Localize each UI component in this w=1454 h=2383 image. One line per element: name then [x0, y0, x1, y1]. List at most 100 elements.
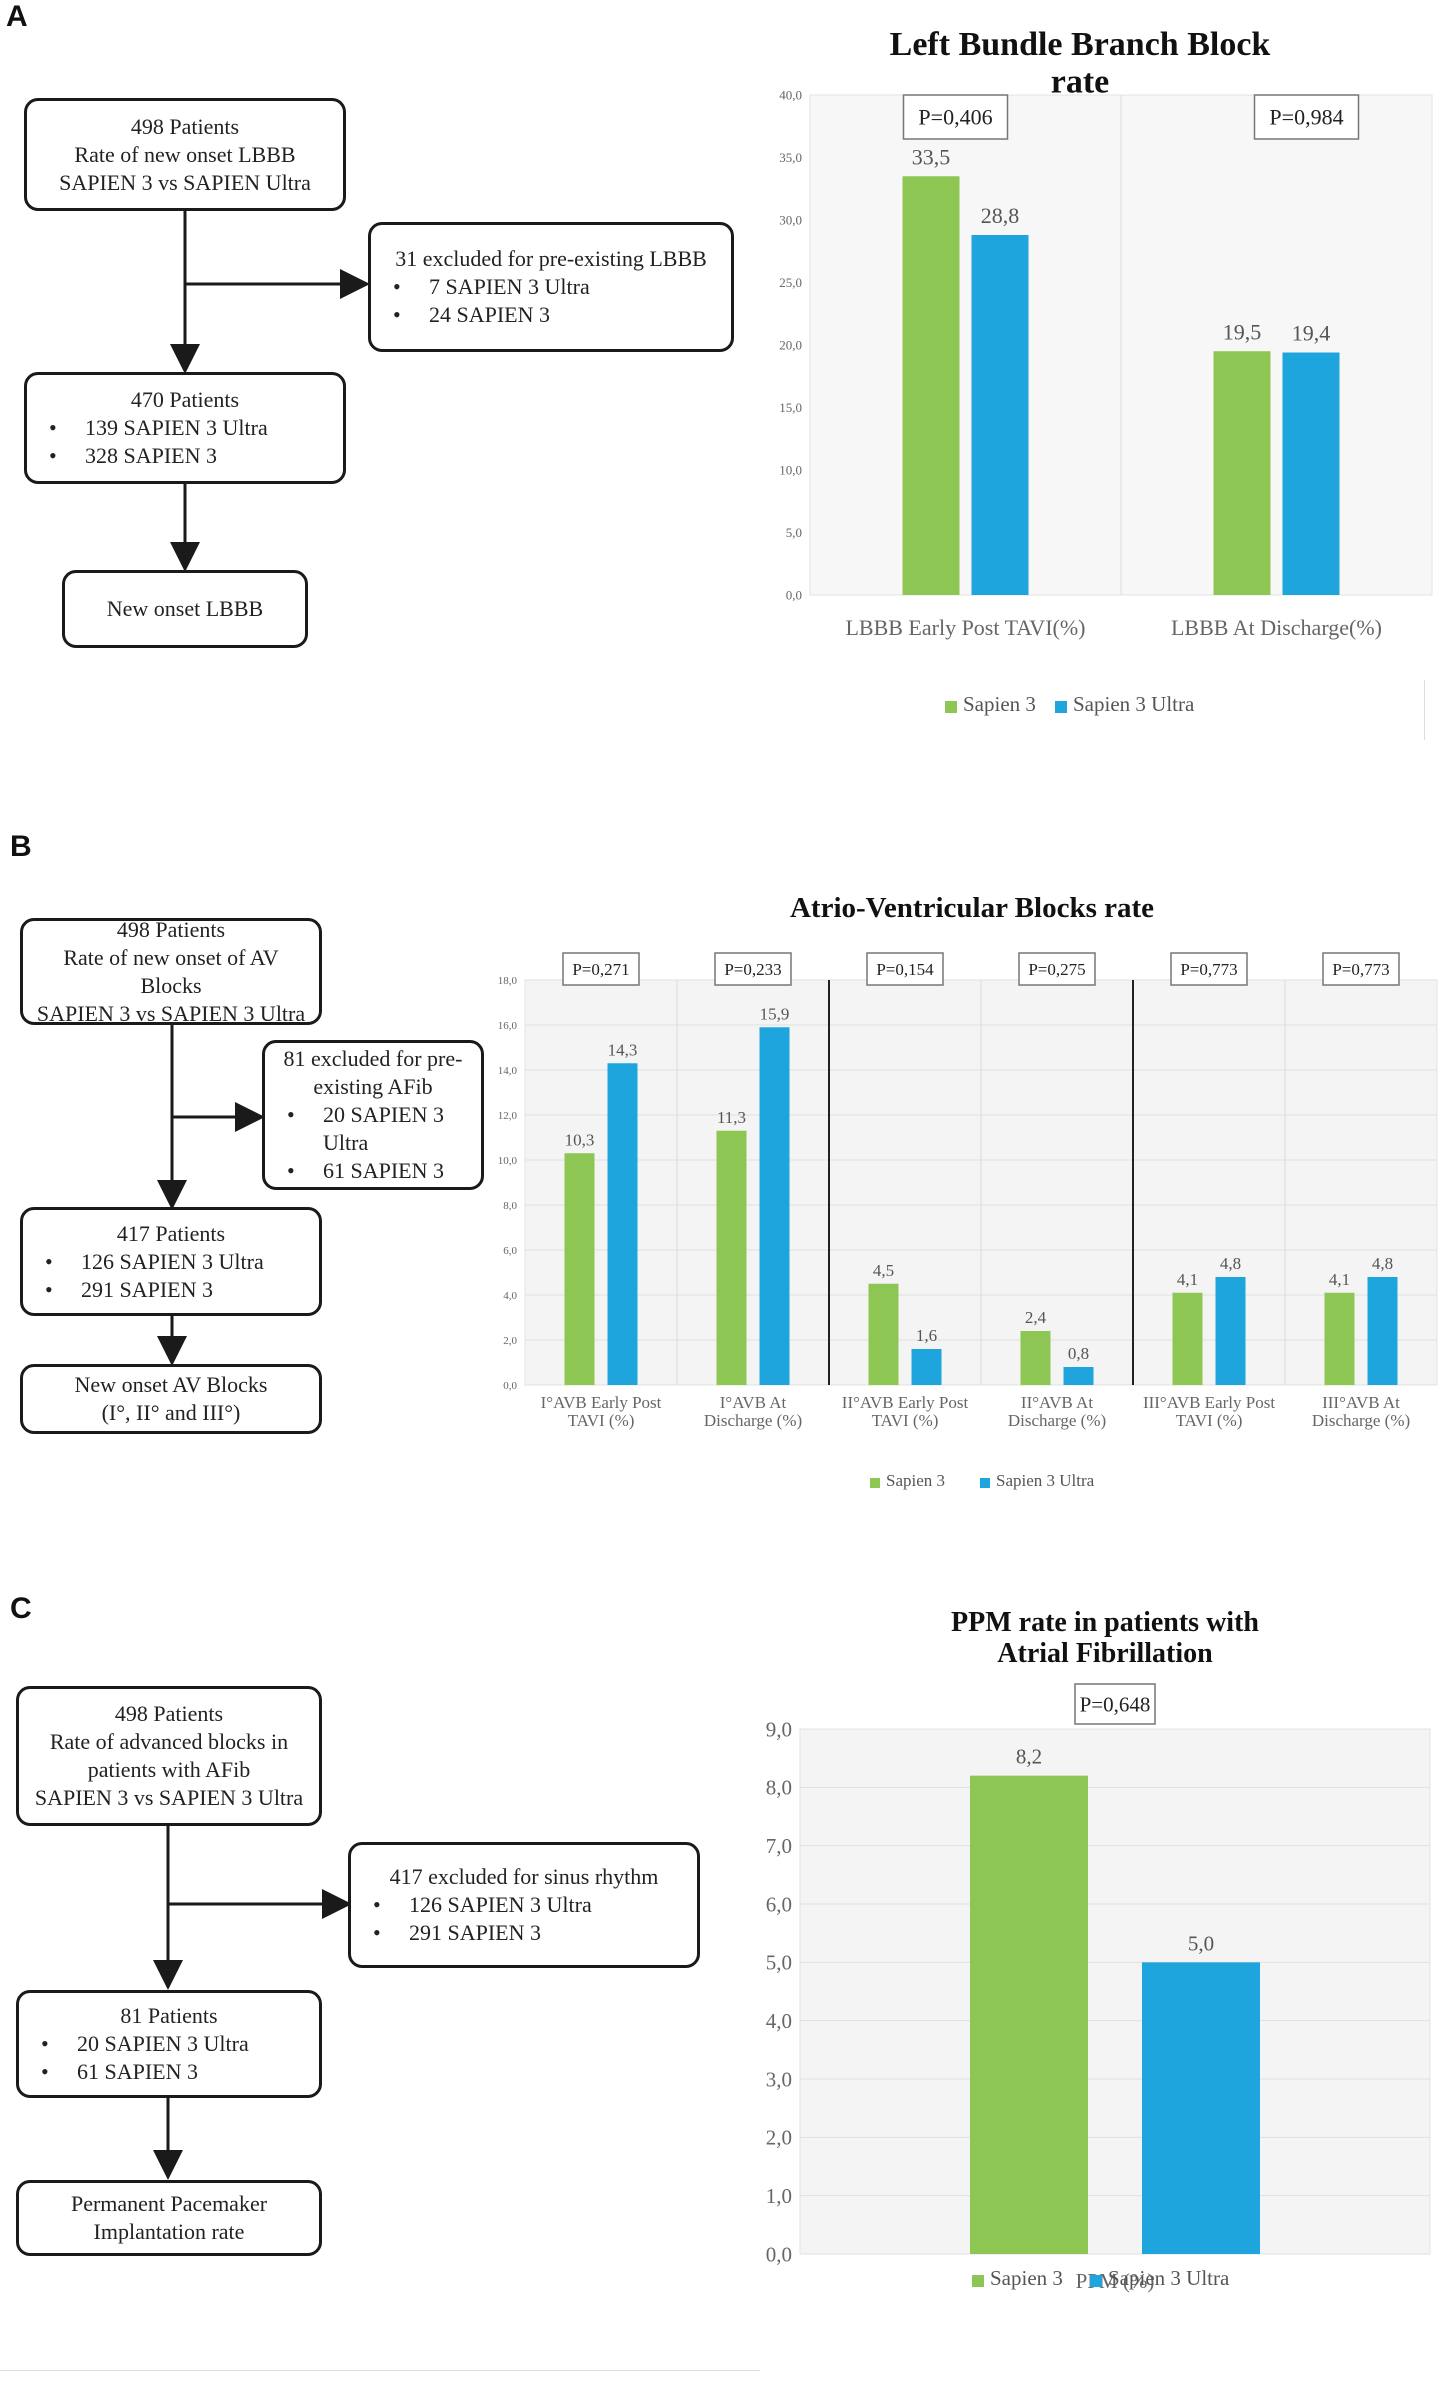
y-tick-label: 9,0	[766, 1717, 792, 1741]
x-category-label: PPM (%)	[1076, 2269, 1155, 2293]
y-tick-label: 5,0	[766, 1951, 792, 1975]
x-category-label: TAVI (%)	[1176, 1411, 1243, 1430]
p-value-label: P=0,984	[1269, 105, 1343, 130]
x-category-label: TAVI (%)	[872, 1411, 939, 1430]
legend-swatch-sapien-3-ultra	[980, 1478, 990, 1488]
flow-c-outcome-line-1: Permanent Pacemaker	[70, 2191, 268, 2216]
y-tick-label: 25,0	[779, 275, 802, 290]
x-category-label: II°AVB At	[1021, 1393, 1093, 1412]
chart-av-blocks-rate: 0,0 2,0 4,0 6,0 8,0 10,0 12,0 14,0 16,0 18,0 Atrio…	[498, 892, 1438, 1490]
p-value-box	[1322, 952, 1400, 986]
flow-c-excluded-item-1: 126 SAPIEN 3 Ultra	[373, 1891, 687, 1919]
data-label: 1,6	[916, 1326, 937, 1345]
x-category-label: Discharge (%)	[1312, 1411, 1410, 1430]
flow-a-start-line-3: SAPIEN 3 vs SAPIEN Ultra	[59, 169, 311, 195]
data-label: 11,3	[717, 1108, 746, 1127]
data-label: 4,1	[1177, 1270, 1198, 1289]
y-tick-label: 5,0	[786, 525, 802, 540]
bar-sapien-3-ultra	[759, 1027, 790, 1385]
data-label: 8,2	[1016, 1745, 1042, 1769]
y-tick-label: 2,0	[766, 2126, 792, 2150]
p-value-box	[902, 94, 1009, 140]
bar-sapien-3-ultra	[607, 1063, 638, 1385]
flow-c-excluded-box: 417 excluded for sinus rhythm 126 SAPIEN…	[348, 1842, 700, 1968]
bar-sapien-3-ultra	[1367, 1277, 1398, 1385]
flow-c-excluded-item-2: 291 SAPIEN 3	[373, 1919, 687, 1947]
data-label: 4,1	[1329, 1270, 1350, 1289]
y-tick-label: 1,0	[766, 2184, 792, 2208]
data-label: 15,9	[760, 1004, 790, 1023]
legend-label: Sapien 3	[990, 2266, 1063, 2290]
flow-b-cohort-item-2: 291 SAPIEN 3	[45, 1276, 309, 1304]
flow-b-cohort-item-1: 126 SAPIEN 3 Ultra	[45, 1248, 309, 1276]
x-category-label: Discharge (%)	[704, 1411, 802, 1430]
flow-c-outcome-box: Permanent Pacemaker Implantation rate	[16, 2180, 322, 2256]
x-category-label: III°AVB At	[1322, 1393, 1400, 1412]
data-label: 2,4	[1025, 1308, 1047, 1327]
bottom-divider	[0, 2370, 760, 2371]
data-label: 5,0	[1188, 1931, 1214, 1955]
flow-c-cohort-item-2: 61 SAPIEN 3	[41, 2058, 309, 2086]
bar-sapien-3	[1213, 351, 1271, 595]
p-value-box	[1018, 952, 1096, 986]
flow-c-start-line-2: Rate of advanced blocks in	[49, 1729, 289, 1754]
data-label: 0,8	[1068, 1344, 1089, 1363]
y-tick-label: 10,0	[779, 463, 802, 478]
flow-b-start-line-1: 498 Patients	[116, 916, 226, 942]
flow-b-outcome-box: New onset AV Blocks (I°, II° and III°)	[20, 1364, 322, 1434]
flow-a-excluded-item-2: 24 SAPIEN 3	[393, 301, 721, 329]
y-tick-label: 8,0	[503, 1200, 517, 1212]
panel-label-a: A	[6, 0, 28, 33]
flow-c-cohort-title: 81 Patients	[120, 2003, 218, 2028]
bar-sapien-3	[1020, 1331, 1051, 1385]
bar-sapien-3-ultra	[971, 235, 1029, 595]
bar-sapien-3	[716, 1130, 747, 1385]
flow-b-outcome-line-2: (I°, II° and III°)	[101, 1400, 241, 1425]
data-label: 28,8	[981, 203, 1020, 228]
legend-label: Sapien 3 Ultra	[996, 1471, 1095, 1490]
legend-swatch-sapien-3-ultra	[1055, 701, 1067, 713]
p-value-label: P=0,275	[1028, 960, 1085, 979]
p-value-box	[562, 952, 640, 986]
legend-swatch-sapien-3	[972, 2275, 984, 2287]
chart-title: Atrial Fibrillation	[997, 1638, 1213, 1669]
bar-sapien-3	[868, 1283, 899, 1385]
flow-c-outcome-line-2: Implantation rate	[93, 2219, 245, 2244]
p-value-label: P=0,271	[572, 960, 629, 979]
flow-a-outcome-line-1: New onset LBBB	[106, 596, 264, 621]
legend-swatch-sapien-3-ultra	[1090, 2275, 1102, 2287]
y-tick-label: 0,0	[766, 2242, 792, 2266]
flow-c-start-line-4: SAPIEN 3 vs SAPIEN 3 Ultra	[34, 1785, 304, 1810]
data-label: 4,8	[1220, 1254, 1241, 1273]
legend-label: Sapien 3 Ultra	[1073, 692, 1195, 716]
x-category-label: LBBB Early Post TAVI(%)	[845, 615, 1085, 640]
data-label: 33,5	[912, 144, 951, 169]
legend-swatch-sapien-3	[870, 1478, 880, 1488]
y-tick-label: 40,0	[779, 88, 802, 103]
panel-label-b: B	[10, 830, 32, 863]
bar-sapien-3-ultra	[1282, 352, 1340, 595]
data-label: 19,5	[1223, 319, 1262, 344]
flow-b-excluded-item-1: 20 SAPIEN 3 Ultra	[287, 1101, 471, 1157]
y-tick-label: 30,0	[779, 213, 802, 228]
data-label: 10,3	[565, 1130, 595, 1149]
bar-sapien-3-ultra	[911, 1349, 942, 1385]
flow-a-excluded-title: 31 excluded for pre-existing LBBB	[395, 246, 707, 271]
data-label: 4,8	[1372, 1254, 1393, 1273]
p-value-label: P=0,406	[918, 105, 992, 130]
legend-label: Sapien 3 Ultra	[1108, 2266, 1230, 2290]
p-value-box	[714, 952, 792, 986]
p-value-box	[1074, 1683, 1156, 1725]
flow-b-start-box: 498 Patients Rate of new onset of AV Blo…	[20, 916, 322, 1026]
flow-c-excluded-title: 417 excluded for sinus rhythm	[389, 1864, 659, 1889]
flow-a-cohort-item-2: 328 SAPIEN 3	[49, 442, 333, 470]
y-tick-label: 18,0	[498, 975, 518, 987]
flow-b-start-line-2: Rate of new onset of AV Blocks	[63, 944, 279, 998]
bar-sapien-3-ultra	[1215, 1277, 1246, 1385]
y-tick-label: 8,0	[766, 1776, 792, 1800]
data-label: 14,3	[608, 1040, 638, 1059]
chart-lbbb-rate: 0,0 5,0 10,0 15,0 20,0 25,0 30,0 35,0 40,0 Left B…	[779, 26, 1433, 716]
flow-c-cohort-item-1: 20 SAPIEN 3 Ultra	[41, 2030, 309, 2058]
x-category-label: TAVI (%)	[568, 1411, 635, 1430]
